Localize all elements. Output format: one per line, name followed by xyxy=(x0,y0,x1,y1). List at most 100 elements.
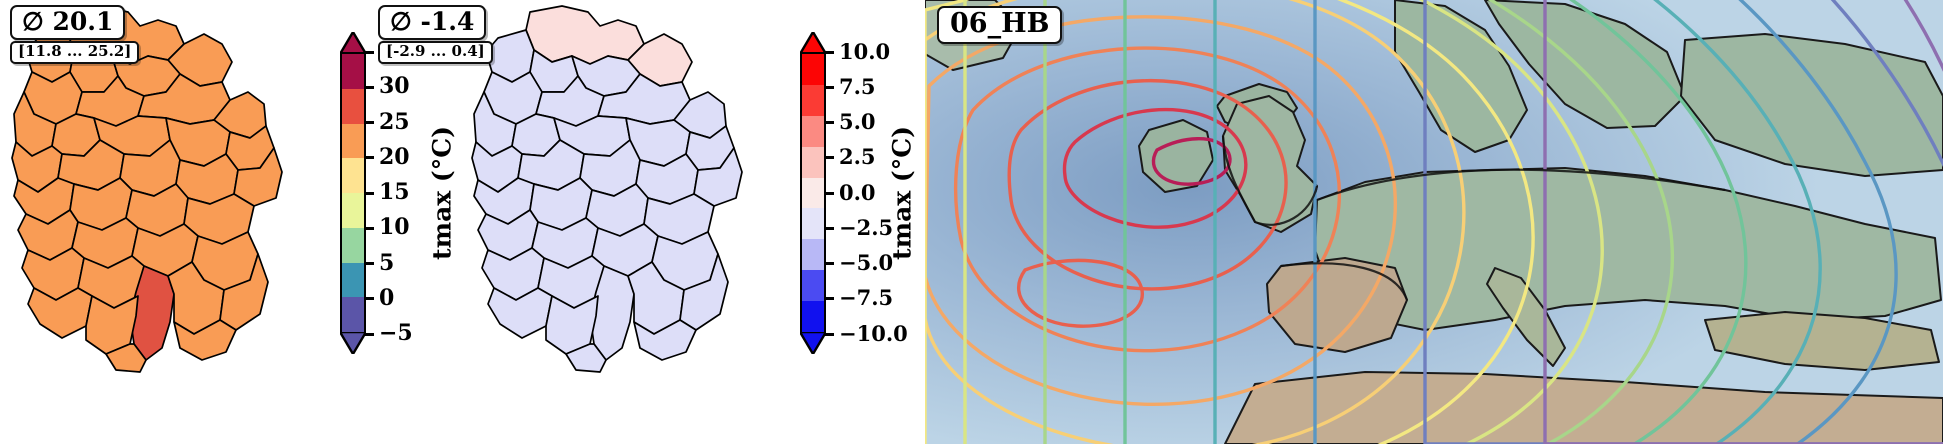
panel-tmax: ∅ 20.1 [11.8 ... 25.2] 35302520151050−5 … xyxy=(0,0,460,444)
tick-mark xyxy=(365,297,374,301)
colorbar-segment xyxy=(342,193,364,228)
annotation-tmax: ∅ 20.1 [11.8 ... 25.2] xyxy=(10,5,140,64)
colorbar-segment xyxy=(342,54,364,89)
colorbar-anomaly-extend-min-icon xyxy=(800,332,826,354)
tick-label: −7.5 xyxy=(839,285,894,311)
coastline xyxy=(1221,135,1319,226)
landmass-north-africa xyxy=(1224,371,1943,444)
tick-mark xyxy=(365,226,374,230)
colorbar-segment xyxy=(342,297,364,332)
tick-label: 5.0 xyxy=(839,109,876,134)
tick-mark xyxy=(825,85,834,89)
contour-line xyxy=(1017,258,1144,328)
tick-label: −2.5 xyxy=(839,214,894,240)
range-badge-anomaly: [-2.9 ... 0.4] xyxy=(378,41,493,64)
colorbar-segment xyxy=(802,208,824,240)
de-state xyxy=(173,319,237,361)
colorbar-anomaly-gradient xyxy=(800,32,826,354)
range-badge-tmax: [11.8 ... 25.2] xyxy=(10,41,140,64)
panel-synoptic[interactable]: 06_HB xyxy=(925,0,1943,444)
tick-label: 10.0 xyxy=(839,38,891,64)
tick-label: 15 xyxy=(379,179,410,205)
tick-mark xyxy=(825,332,834,336)
colorbar-segment xyxy=(802,146,824,178)
colorbar-tmax-body xyxy=(340,52,366,334)
colorbar-segment xyxy=(342,227,364,263)
tick-label: −10.0 xyxy=(839,320,908,346)
coastline-group xyxy=(1221,135,1726,301)
contour-line xyxy=(1151,137,1232,186)
contour-line xyxy=(953,46,1341,353)
coastline xyxy=(1316,168,1726,202)
de-state xyxy=(525,5,645,65)
tick-mark xyxy=(825,297,834,301)
colorbar-tmax[interactable]: 35302520151050−5 tmax (°C) xyxy=(340,32,457,354)
de-state xyxy=(105,343,147,373)
landmass-iberia xyxy=(1266,257,1408,353)
tick-mark xyxy=(825,191,834,195)
contour-group xyxy=(925,0,1943,444)
contour-line xyxy=(1123,0,1748,444)
colorbar-segment xyxy=(342,262,364,298)
landmass-eastern-europe xyxy=(1680,33,1943,177)
de-state xyxy=(633,319,697,361)
tick-mark xyxy=(825,50,834,54)
colorbar-segment xyxy=(802,177,824,209)
coastline xyxy=(1280,262,1409,301)
tick-mark xyxy=(365,85,374,89)
contour-line xyxy=(1313,0,1898,444)
colorbar-tmax-extend-min-icon xyxy=(340,332,366,354)
contour-line xyxy=(1007,79,1288,291)
tick-mark xyxy=(825,226,834,230)
tick-mark xyxy=(825,156,834,160)
tick-label: 5 xyxy=(379,249,395,276)
contour-line xyxy=(925,15,1397,406)
colorbar-segment xyxy=(802,239,824,271)
tick-mark xyxy=(365,156,374,160)
de-state xyxy=(565,343,607,373)
colorbar-tmax-extend-max-icon xyxy=(340,32,366,54)
colorbar-segment xyxy=(802,301,824,332)
tick-mark xyxy=(365,191,374,195)
contour-line xyxy=(1213,0,1822,444)
landmass-fennoscandia xyxy=(1484,0,1686,129)
tick-mark xyxy=(825,262,834,265)
colorbar-segment xyxy=(342,88,364,124)
contour-line xyxy=(925,0,1535,444)
tick-label: 0 xyxy=(379,284,395,311)
panel-anomaly: ∅ -1.4 [-2.9 ... 0.4] 10.0 7.5 5.0 2.5 0.0 −2… xyxy=(378,0,925,444)
colorbar-anomaly[interactable]: 10.0 7.5 5.0 2.5 0.0 −2.5 −5.0 −7.5 −10.0 tmax (… xyxy=(800,32,917,354)
mean-value-badge-tmax: ∅ 20.1 xyxy=(10,5,126,41)
colorbar-anomaly-title: tmax (°C) xyxy=(887,126,917,260)
tick-mark xyxy=(365,332,374,336)
germany-map-anomaly[interactable] xyxy=(468,4,750,376)
mean-value-badge-anomaly: ∅ -1.4 xyxy=(378,5,487,41)
tick-mark xyxy=(365,262,374,265)
colorbar-segment xyxy=(802,115,824,147)
tick-mark xyxy=(365,50,374,54)
landmass-group xyxy=(925,0,1943,444)
landmass-anatolia xyxy=(1704,311,1940,371)
annotation-synoptic: 06_HB xyxy=(937,6,1063,45)
colorbar-segment xyxy=(802,84,824,116)
synoptic-map[interactable] xyxy=(925,0,1943,444)
colorbar-segment xyxy=(802,270,824,301)
colorbar-tmax-title: tmax (°C) xyxy=(427,126,457,260)
tick-label: −5 xyxy=(379,320,413,346)
colorbar-anomaly-extend-max-icon xyxy=(800,32,826,54)
tick-label: 10 xyxy=(379,214,410,241)
colorbar-anomaly-body xyxy=(800,52,826,334)
contour-line xyxy=(925,0,1466,444)
colorbar-anomaly-ticks: 10.0 7.5 5.0 2.5 0.0 −2.5 −5.0 −7.5 −10.0 xyxy=(825,32,908,354)
tick-label: 2.5 xyxy=(839,144,876,170)
tick-label: 30 xyxy=(379,73,410,100)
synoptic-type-badge: 06_HB xyxy=(937,6,1063,45)
tick-label: 25 xyxy=(379,108,410,135)
colorbar-segment xyxy=(802,54,824,85)
tick-label: 20 xyxy=(379,143,410,170)
colorbar-segment xyxy=(342,158,364,193)
tick-mark xyxy=(365,121,374,124)
tick-label: −5.0 xyxy=(839,250,894,275)
annotation-anomaly: ∅ -1.4 [-2.9 ... 0.4] xyxy=(378,5,493,64)
